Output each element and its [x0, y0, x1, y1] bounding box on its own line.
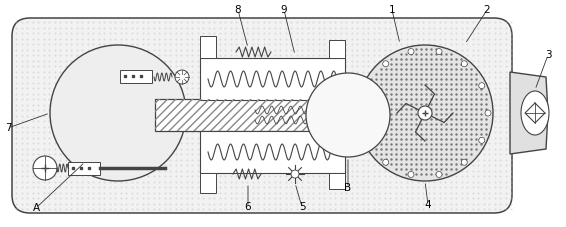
- Bar: [155, 99, 355, 131]
- Circle shape: [359, 110, 365, 116]
- Bar: [200, 173, 216, 193]
- Circle shape: [461, 61, 468, 67]
- Bar: [120, 70, 152, 83]
- Circle shape: [408, 49, 414, 54]
- Bar: [329, 40, 345, 58]
- Circle shape: [33, 156, 57, 180]
- FancyBboxPatch shape: [12, 18, 512, 213]
- Circle shape: [436, 171, 442, 178]
- Circle shape: [50, 45, 186, 181]
- Circle shape: [383, 61, 389, 67]
- Text: 4: 4: [424, 200, 431, 210]
- Circle shape: [485, 110, 491, 116]
- Circle shape: [479, 137, 484, 143]
- Circle shape: [175, 70, 189, 84]
- Circle shape: [306, 73, 390, 157]
- Circle shape: [291, 170, 299, 178]
- Polygon shape: [510, 72, 548, 154]
- Bar: [329, 173, 345, 189]
- Text: 3: 3: [544, 50, 551, 60]
- Circle shape: [365, 137, 371, 143]
- Circle shape: [461, 159, 468, 165]
- Text: 9: 9: [281, 5, 288, 15]
- Text: 8: 8: [235, 5, 241, 15]
- Text: 6: 6: [245, 202, 251, 212]
- Circle shape: [479, 83, 484, 89]
- Bar: [200, 131, 345, 173]
- Circle shape: [383, 159, 389, 165]
- Text: 5: 5: [299, 202, 305, 212]
- Bar: [200, 36, 216, 58]
- Text: A: A: [32, 203, 40, 213]
- Text: 2: 2: [484, 5, 490, 15]
- Bar: [68, 162, 100, 175]
- Bar: [123, 99, 181, 131]
- Circle shape: [365, 83, 371, 89]
- Circle shape: [408, 171, 414, 178]
- Text: B: B: [345, 183, 351, 193]
- Text: 7: 7: [5, 123, 11, 133]
- Text: 1: 1: [389, 5, 395, 15]
- Circle shape: [357, 45, 493, 181]
- Circle shape: [418, 106, 432, 120]
- Ellipse shape: [521, 91, 549, 135]
- Bar: [200, 58, 345, 100]
- Bar: [155, 99, 355, 131]
- Circle shape: [436, 49, 442, 54]
